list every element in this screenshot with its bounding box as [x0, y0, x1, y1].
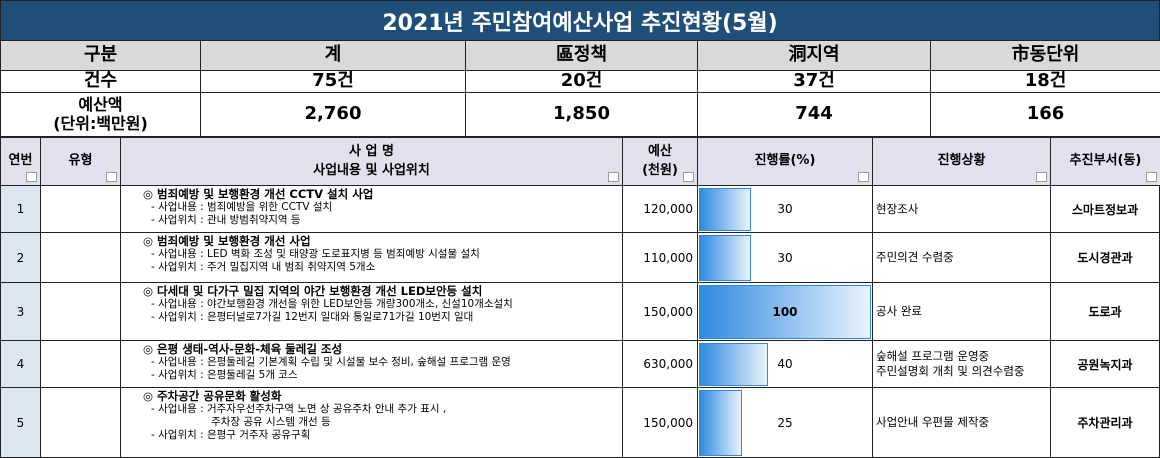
- dept-cell: 도로과: [1050, 282, 1160, 341]
- row-number: 5: [0, 387, 41, 458]
- table-header: 추진부서(동): [1050, 137, 1160, 186]
- project-detail: - 사업위치 : 은평구 거주자 공유구획: [151, 429, 311, 441]
- status-cell: 공사 완료: [872, 282, 1051, 341]
- summary-cell: 166: [930, 92, 1160, 137]
- type-cell: [40, 340, 121, 388]
- status-line: 현장조사: [876, 201, 919, 216]
- project-cell: ◎ 주차공간 공유문화 활성화 - 사업내용 : 거주자우선주차구역 노면 상 공…: [120, 387, 623, 458]
- progress-bar: [699, 285, 871, 339]
- project-title: ◎ 범죄예방 및 보행환경 개선 사업: [143, 234, 311, 248]
- progress-cell: 40: [697, 340, 873, 388]
- filter-button[interactable]: [858, 172, 869, 182]
- summary-header: 市동단위: [930, 40, 1160, 71]
- project-title: ◎ 은평 생태-역사-문화-체육 둘레길 조성: [143, 342, 343, 356]
- table-header: 연번: [0, 137, 41, 186]
- status-cell: 주민의견 수렴중: [872, 232, 1051, 283]
- project-cell: ◎ 은평 생태-역사-문화-체육 둘레길 조성 - 사업내용 : 은평둘레길 기본…: [120, 340, 623, 388]
- table-header: 진행상황: [872, 137, 1051, 186]
- progress-bar: [699, 343, 768, 386]
- summary-cell: 1,850: [465, 92, 698, 137]
- status-cell: 사업안내 우편물 제작중: [872, 387, 1051, 458]
- filter-button[interactable]: [1036, 172, 1047, 182]
- table-header: 유형: [40, 137, 121, 186]
- project-detail: - 사업내용 : 은평둘레길 기본계획 수립 및 시설물 보수 정비, 숲해설 …: [151, 356, 511, 368]
- status-line: 숲해설 프로그램 운영중: [876, 349, 990, 363]
- project-cell: ◎ 다세대 및 다가구 밀집 지역의 야간 보행환경 개선 LED보안등 설치 -…: [120, 282, 623, 341]
- summary-cell: 744: [697, 92, 931, 137]
- row-number: 4: [0, 340, 41, 388]
- summary-cell: 2,760: [200, 92, 466, 137]
- progress-cell: 100: [697, 282, 873, 341]
- progress-cell: 30: [697, 185, 873, 233]
- type-cell: [40, 282, 121, 341]
- project-title: ◎ 다세대 및 다가구 밀집 지역의 야간 보행환경 개선 LED보안등 설치: [143, 284, 483, 298]
- summary-cell: 37건: [697, 70, 931, 93]
- budget-cell: 630,000: [622, 340, 698, 388]
- project-detail: - 사업내용 : LED 벽화 조성 및 태양광 도로표지병 등 범죄예방 시설…: [151, 248, 480, 260]
- type-cell: [40, 387, 121, 458]
- status-line: 공사 완료: [876, 304, 922, 318]
- status-cell: 현장조사: [872, 185, 1051, 233]
- summary-header: 구분: [0, 40, 201, 71]
- progress-bar: [699, 188, 751, 231]
- table-header: 사 업 명 사업내용 및 사업위치: [120, 137, 623, 186]
- summary-cell: 건수: [0, 70, 201, 93]
- summary-cell: 18건: [930, 70, 1160, 93]
- progress-value: 30: [777, 250, 793, 265]
- project-cell: ◎ 범죄예방 및 보행환경 개선 사업 - 사업내용 : LED 벽화 조성 및 …: [120, 232, 623, 283]
- project-detail: - 사업위치 : 은평터널로7가길 12번지 일대와 통일로71가길 10번지 …: [151, 311, 474, 323]
- filter-button[interactable]: [683, 172, 694, 182]
- filter-button[interactable]: [608, 172, 619, 182]
- project-detail: - 사업내용 : 야간보행환경 개선을 위한 LED보안등 개량300개소, 신…: [151, 298, 513, 310]
- summary-header: 계: [200, 40, 466, 71]
- dept-cell: 도시경관과: [1050, 232, 1160, 283]
- summary-cell: 20건: [465, 70, 698, 93]
- row-number: 1: [0, 185, 41, 233]
- summary-header: 洞지역: [697, 40, 931, 71]
- budget-cell: 150,000: [622, 387, 698, 458]
- dept-cell: 스마트정보과: [1050, 185, 1160, 233]
- progress-bar: [699, 390, 742, 456]
- row-number: 3: [0, 282, 41, 341]
- budget-cell: 110,000: [622, 232, 698, 283]
- project-title: ◎ 주차공간 공유문화 활성화: [143, 389, 282, 403]
- progress-cell: 25: [697, 387, 873, 458]
- project-cell: ◎ 범죄예방 및 보행환경 개선 CCTV 설치 사업 - 사업내용 : 범죄예방…: [120, 185, 623, 233]
- table-header: 진행률(%): [697, 137, 873, 186]
- project-detail: - 사업위치 : 관내 방범취약지역 등: [151, 214, 301, 226]
- progress-bar: [699, 235, 751, 281]
- budget-cell: 150,000: [622, 282, 698, 341]
- row-number: 2: [0, 232, 41, 283]
- type-cell: [40, 232, 121, 283]
- progress-cell: 30: [697, 232, 873, 283]
- summary-cell: 75건: [200, 70, 466, 93]
- project-title: ◎ 범죄예방 및 보행환경 개선 CCTV 설치 사업: [143, 187, 374, 201]
- project-detail: 주차장 공유 시스템 개선 등: [151, 416, 331, 428]
- table-header: 예산 (천원): [622, 137, 698, 186]
- status-cell: 숲해설 프로그램 운영중 주민설명회 개최 및 의견수렴중: [872, 340, 1051, 388]
- summary-cell: 예산액 (단위:백만원): [0, 92, 201, 137]
- dept-cell: 주차관리과: [1050, 387, 1160, 458]
- filter-button[interactable]: [26, 172, 37, 182]
- status-line: 주민의견 수렴중: [876, 250, 954, 264]
- progress-value: 25: [777, 415, 793, 430]
- project-detail: - 사업위치 : 주거 밀집지역 내 범죄 취약지역 5개소: [151, 261, 376, 273]
- project-detail: - 사업내용 : 범죄예방을 위한 CCTV 설치: [151, 201, 333, 213]
- filter-button[interactable]: [1146, 172, 1157, 182]
- project-detail: - 사업내용 : 거주자우선주차구역 노면 상 공유주차 안내 추가 표시 ,: [151, 403, 447, 415]
- progress-value: 30: [777, 202, 793, 216]
- project-detail: - 사업위치 : 은평둘레길 5개 코스: [151, 369, 298, 381]
- status-line: 사업안내 우편물 제작중: [876, 415, 990, 429]
- title-bar: 2021년 주민참여예산사업 추진현황(5월): [0, 0, 1160, 41]
- status-line: 주민설명회 개최 및 의견수렴중: [876, 364, 1025, 378]
- filter-button[interactable]: [106, 172, 117, 182]
- summary-header: 區정책: [465, 40, 698, 71]
- dept-cell: 공원녹지과: [1050, 340, 1160, 388]
- budget-cell: 120,000: [622, 185, 698, 233]
- progress-value: 40: [777, 357, 793, 371]
- progress-value: 100: [772, 304, 798, 319]
- type-cell: [40, 185, 121, 233]
